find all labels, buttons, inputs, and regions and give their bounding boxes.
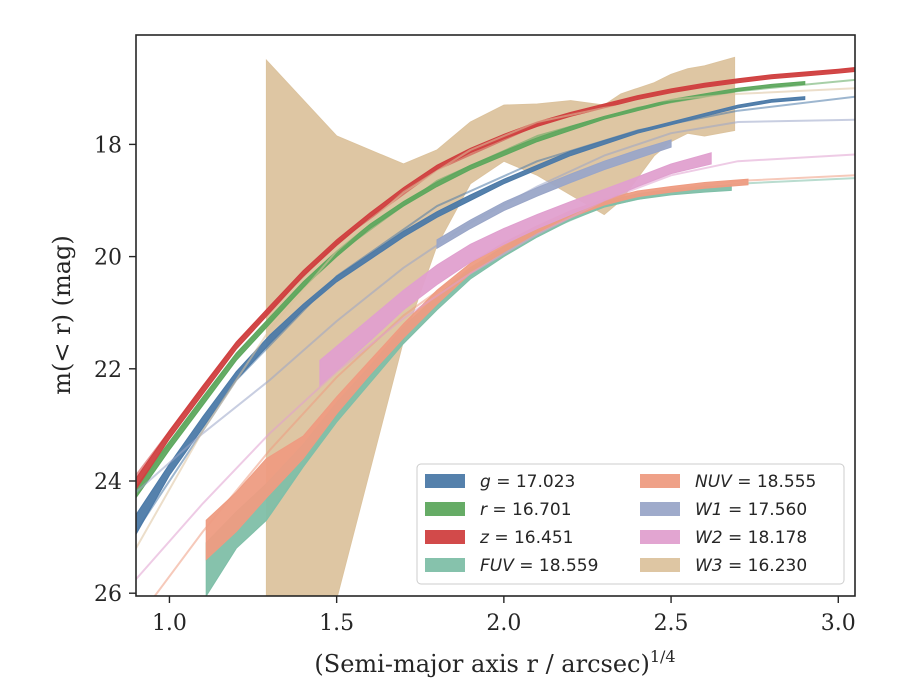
legend-swatch-z <box>425 530 465 544</box>
y-axis-label: m(< r) (mag) <box>48 235 76 394</box>
x-tick-label: 1.5 <box>319 611 354 636</box>
y-tick-label: 26 <box>94 582 122 607</box>
legend-swatch-r <box>425 502 465 516</box>
model-curve-w3 <box>136 87 855 549</box>
profile-band-nuv <box>205 178 749 561</box>
plot-frame <box>135 34 856 597</box>
legend-swatch-w2 <box>640 530 680 544</box>
legend: g = 17.023 r = 16.701 z = 16.451 FUV = 18.5… <box>416 463 845 585</box>
x-axis: 1.0 1.5 2.0 2.5 3.0 <box>152 596 856 636</box>
x-tick-label: 2.5 <box>654 611 689 636</box>
x-axis-label: (Semi-major axis r / arcsec)1/4 <box>314 647 675 678</box>
profile-band-w1 <box>436 139 672 250</box>
profile-band-w2 <box>319 152 712 387</box>
y-tick-label: 18 <box>94 133 122 158</box>
y-tick-label: 22 <box>94 358 122 383</box>
legend-label-fuv: FUV = 18.559 <box>480 556 598 576</box>
profile-band-z <box>136 66 855 491</box>
profile-band-r <box>136 81 806 499</box>
y-tick-label: 24 <box>94 470 122 495</box>
y-tick-label: 20 <box>94 246 122 271</box>
x-tick-label: 1.0 <box>152 611 187 636</box>
legend-label-g: g = 17.023 <box>480 472 575 492</box>
legend-swatch-w3 <box>640 558 680 572</box>
y-axis: 18 20 22 24 26 <box>94 133 136 607</box>
series-model-curves <box>136 66 855 596</box>
legend-label-w3: W3 = 16.230 <box>695 556 807 576</box>
x-tick-label: 2.0 <box>486 611 521 636</box>
legend-label-nuv: NUV = 18.555 <box>695 472 816 492</box>
legend-swatch-nuv <box>640 474 680 488</box>
legend-label-r: r = 16.701 <box>480 500 572 520</box>
model-curve-w2 <box>136 153 855 580</box>
x-tick-label: 3.0 <box>821 611 856 636</box>
legend-label-z: z = 16.451 <box>479 528 573 548</box>
legend-label-w1: W1 = 17.560 <box>695 500 807 520</box>
legend-swatch-fuv <box>425 558 465 572</box>
legend-swatch-w1 <box>640 502 680 516</box>
profile-band-g <box>136 96 806 536</box>
legend-label-w2: W2 = 18.178 <box>695 528 807 548</box>
legend-swatch-g <box>425 474 465 488</box>
model-curve-g <box>136 95 855 533</box>
legend-box <box>416 463 845 585</box>
